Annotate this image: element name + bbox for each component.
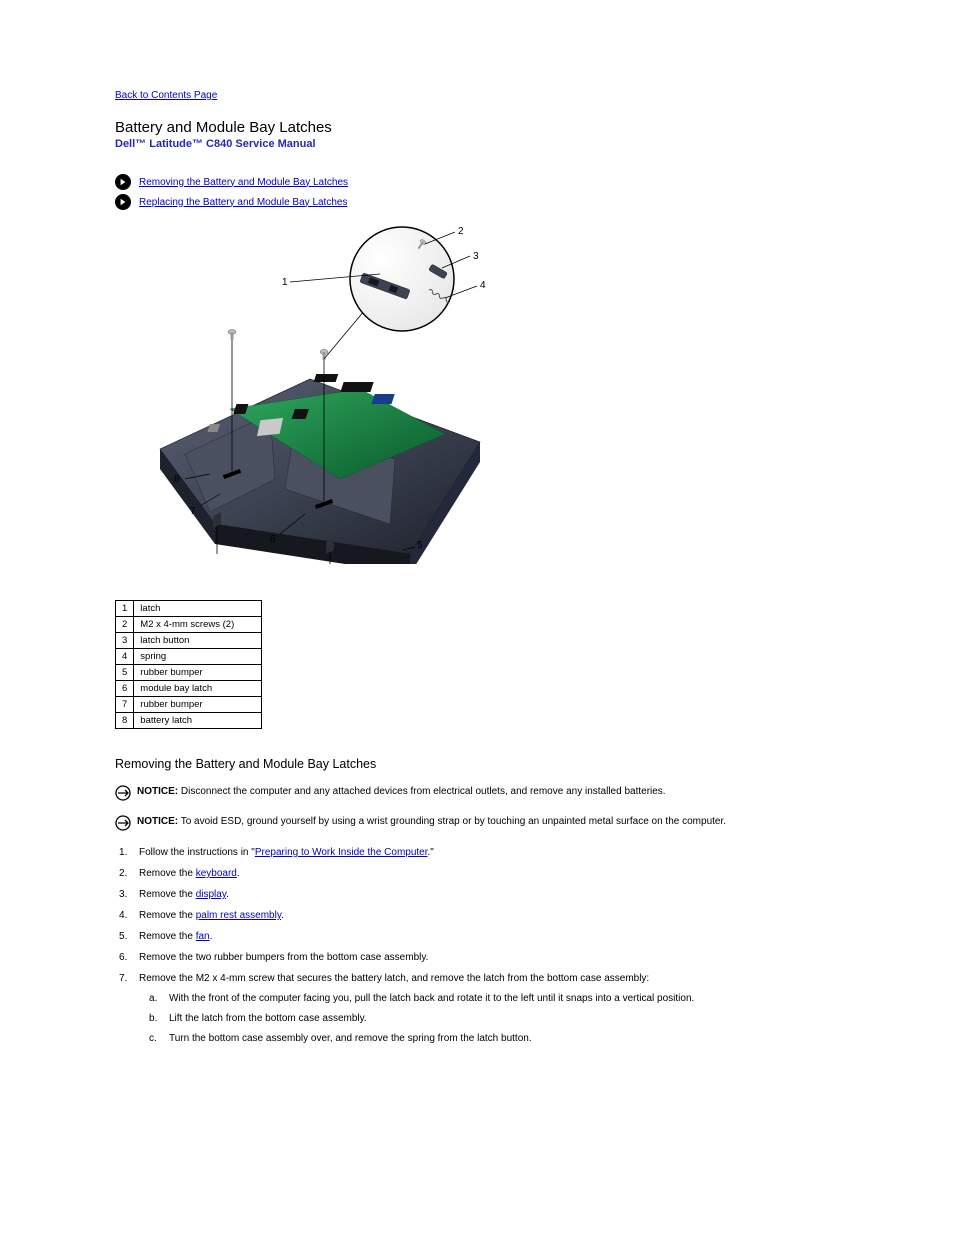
step-link[interactable]: Preparing to Work Inside the Computer (255, 847, 428, 858)
table-row: 2M2 x 4-mm screws (2) (116, 617, 262, 633)
table-row: 8battery latch (116, 713, 262, 729)
page-title: Battery and Module Bay Latches (115, 119, 914, 136)
arrow-right-icon (115, 174, 131, 190)
step-item: Remove the display. (115, 887, 914, 902)
procedure-steps: Follow the instructions in "Preparing to… (115, 845, 914, 1046)
section-heading-remove: Removing the Battery and Module Bay Latc… (115, 757, 914, 771)
callout-2: 2 (458, 226, 464, 237)
part-number: 7 (116, 697, 134, 713)
part-description: module bay latch (134, 681, 262, 697)
part-number: 5 (116, 665, 134, 681)
step-text: . (210, 931, 213, 942)
callout-7: 7 (190, 506, 196, 517)
callout-4: 4 (480, 280, 486, 291)
part-number: 3 (116, 633, 134, 649)
step-item: Remove the M2 x 4-mm screw that secures … (115, 971, 914, 1046)
part-description: rubber bumper (134, 697, 262, 713)
notice-body: Disconnect the computer and any attached… (178, 786, 665, 797)
step-text: Remove the (139, 868, 196, 879)
step-text: Follow the instructions in " (139, 847, 255, 858)
manual-subtitle: Dell™ Latitude™ C840 Service Manual (115, 138, 914, 150)
part-number: 6 (116, 681, 134, 697)
part-description: rubber bumper (134, 665, 262, 681)
table-row: 3latch button (116, 633, 262, 649)
part-number: 4 (116, 649, 134, 665)
part-description: M2 x 4-mm screws (2) (134, 617, 262, 633)
part-description: battery latch (134, 713, 262, 729)
step-text: ." (428, 847, 434, 858)
table-row: 5rubber bumper (116, 665, 262, 681)
exploded-diagram: 1 2 3 4 5 6 7 8 (125, 224, 495, 564)
step-text: Remove the (139, 931, 196, 942)
part-number: 2 (116, 617, 134, 633)
part-description: latch (134, 601, 262, 617)
step-text: Remove the two rubber bumpers from the b… (139, 952, 428, 963)
table-row: 7rubber bumper (116, 697, 262, 713)
step-item: Remove the fan. (115, 929, 914, 944)
step-text: Remove the M2 x 4-mm screw that secures … (139, 973, 649, 984)
substep-item: With the front of the computer facing yo… (149, 991, 914, 1006)
notice-body: To avoid ESD, ground yourself by using a… (178, 816, 726, 827)
section-jump-list: Removing the Battery and Module Bay Latc… (115, 174, 914, 210)
part-number: 8 (116, 713, 134, 729)
notice-icon (115, 815, 131, 831)
step-item: Remove the keyboard. (115, 866, 914, 881)
step-item: Remove the palm rest assembly. (115, 908, 914, 923)
step-link[interactable]: keyboard (196, 868, 237, 879)
part-description: spring (134, 649, 262, 665)
notice-label: NOTICE: (137, 816, 178, 827)
jump-link-replace[interactable]: Replacing the Battery and Module Bay Lat… (139, 197, 347, 208)
arrow-right-icon (115, 194, 131, 210)
table-row: 6module bay latch (116, 681, 262, 697)
table-row: 1latch (116, 601, 262, 617)
jump-link-remove[interactable]: Removing the Battery and Module Bay Latc… (139, 177, 348, 188)
callout-1: 1 (282, 277, 288, 288)
callout-5: 5 (417, 540, 423, 551)
part-number: 1 (116, 601, 134, 617)
step-text: . (281, 910, 284, 921)
parts-table: 1latch2M2 x 4-mm screws (2)3latch button… (115, 600, 262, 729)
substep-item: Turn the bottom case assembly over, and … (149, 1031, 914, 1046)
substep-list: With the front of the computer facing yo… (149, 991, 914, 1046)
callout-8: 8 (174, 474, 180, 485)
step-link[interactable]: palm rest assembly (196, 910, 281, 921)
step-text: . (226, 889, 229, 900)
step-item: Follow the instructions in "Preparing to… (115, 845, 914, 860)
substep-item: Lift the latch from the bottom case asse… (149, 1011, 914, 1026)
callout-3: 3 (473, 251, 479, 262)
notice-icon (115, 785, 131, 801)
part-description: latch button (134, 633, 262, 649)
step-text: Remove the (139, 889, 196, 900)
notice-esd: NOTICE: To avoid ESD, ground yourself by… (115, 815, 914, 831)
notice-label: NOTICE: (137, 786, 178, 797)
callout-6: 6 (270, 534, 276, 545)
step-item: Remove the two rubber bumpers from the b… (115, 950, 914, 965)
table-row: 4spring (116, 649, 262, 665)
notice-disconnect: NOTICE: Disconnect the computer and any … (115, 785, 914, 801)
back-to-contents-link[interactable]: Back to Contents Page (115, 90, 217, 101)
step-text: . (237, 868, 240, 879)
step-link[interactable]: display (196, 889, 226, 900)
step-link[interactable]: fan (196, 931, 210, 942)
step-text: Remove the (139, 910, 196, 921)
